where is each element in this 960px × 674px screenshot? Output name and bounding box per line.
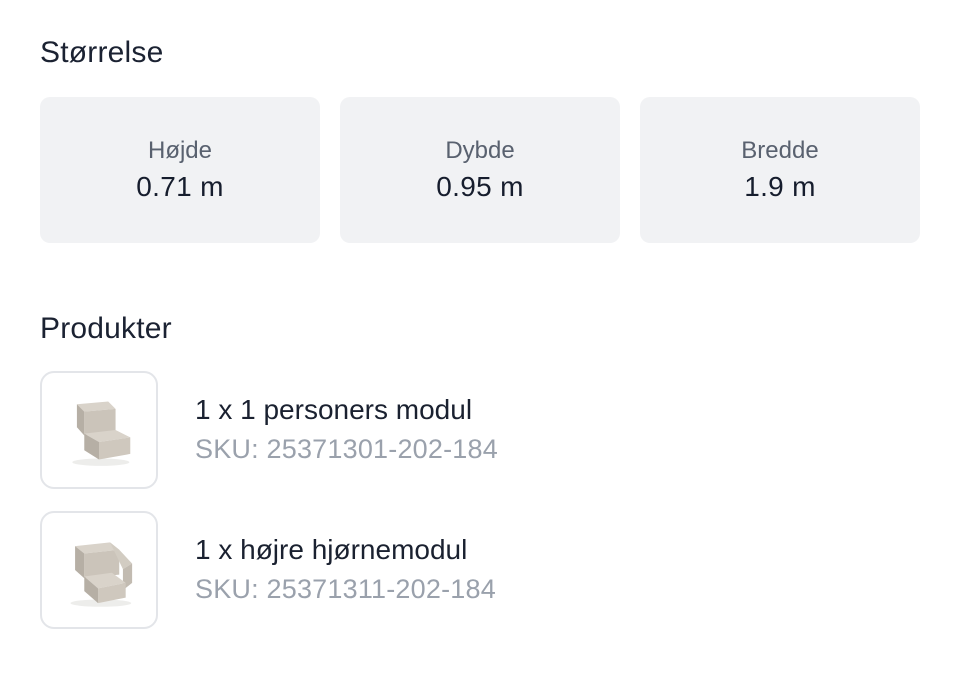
product-name: 1 x 1 personers modul: [195, 394, 473, 426]
right-corner-module-image: [70, 542, 133, 607]
product-thumbnail: [40, 371, 158, 489]
dimension-card-width: Bredde 1.9 m: [640, 97, 920, 243]
product-name: 1 x højre hjørnemodul: [195, 534, 468, 566]
dimension-label: Bredde: [741, 137, 819, 164]
product-list: 1 x 1 personers modul SKU: 25371301-202-…: [40, 371, 920, 629]
product-sku: SKU: 25371301-202-184: [195, 434, 498, 465]
dimension-value: 0.71 m: [136, 171, 224, 202]
size-section-title: Størrelse: [40, 36, 164, 69]
dimension-label: Højde: [147, 137, 213, 164]
product-sku: SKU: 25371311-202-184: [195, 574, 496, 605]
dimension-value: 0.95 m: [436, 171, 524, 202]
dimension-card-depth: Dybde 0.95 m: [340, 97, 620, 243]
dimension-label: Dybde: [445, 137, 515, 164]
product-detail-panel: Størrelse Højde 0.71 m Dybde 0.95 m Bred…: [40, 36, 920, 629]
product-text: 1 x 1 personers modul SKU: 25371301-202-…: [195, 394, 498, 465]
dimension-card-height: Højde 0.71 m: [40, 97, 320, 243]
product-row-single-seat-module[interactable]: 1 x 1 personers modul SKU: 25371301-202-…: [40, 371, 920, 489]
dimension-cards-row: Højde 0.71 m Dybde 0.95 m Bredde 1.9 m: [40, 97, 920, 243]
product-row-right-corner-module[interactable]: 1 x højre hjørnemodul SKU: 25371311-202-…: [40, 511, 920, 629]
product-text: 1 x højre hjørnemodul SKU: 25371311-202-…: [195, 534, 496, 605]
products-section-title: Produkter: [40, 312, 172, 345]
dimension-value: 1.9 m: [744, 171, 816, 202]
single-seat-module-image: [72, 401, 131, 466]
product-thumbnail: [40, 511, 158, 629]
